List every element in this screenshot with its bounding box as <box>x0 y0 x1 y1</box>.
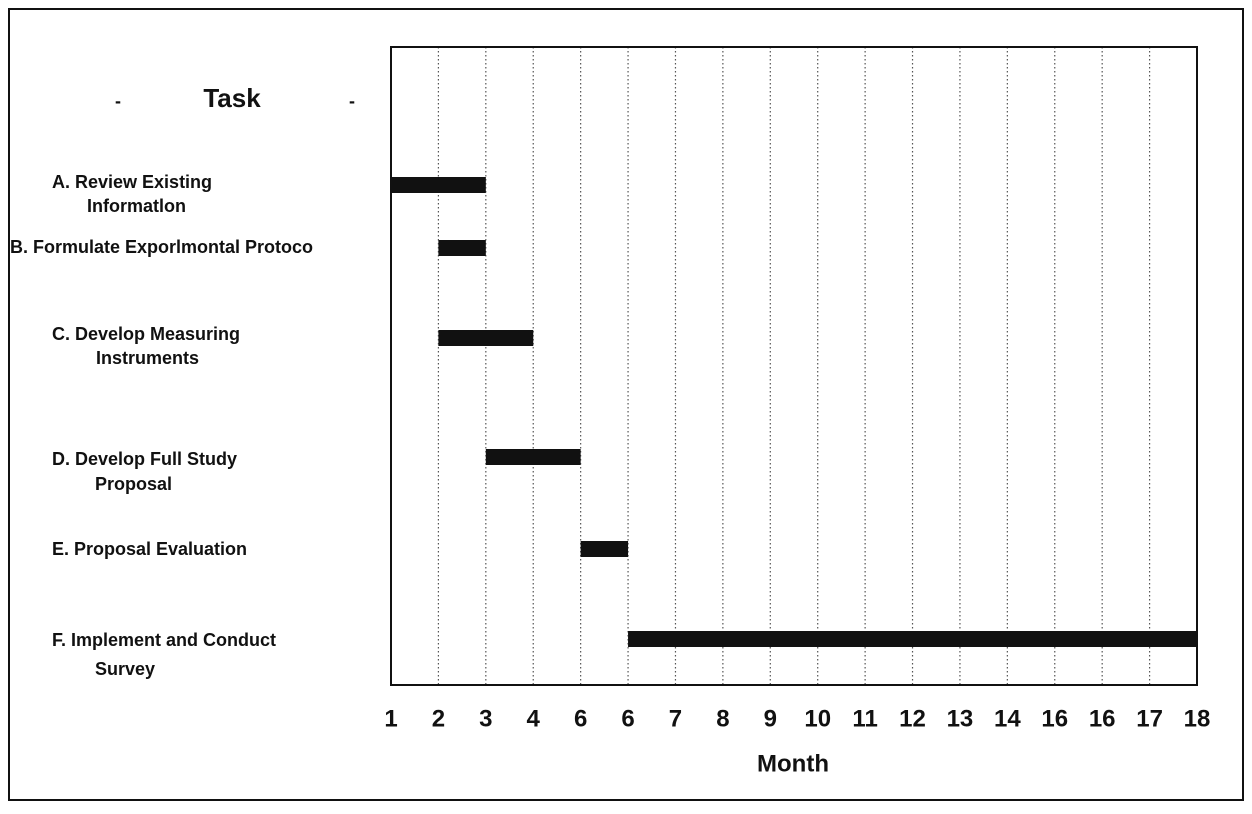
task-bar <box>580 541 629 557</box>
x-tick-label: 16 <box>1041 705 1068 732</box>
task-label: Survey <box>95 659 155 679</box>
x-tick-label: 1 <box>384 705 397 732</box>
task-bar <box>628 631 1197 647</box>
title-mark: - <box>115 91 121 111</box>
task-bar <box>438 330 534 346</box>
x-tick-label: 17 <box>1136 705 1163 732</box>
task-label: D. Develop Full Study <box>52 449 237 469</box>
x-tick-label: 16 <box>1089 705 1116 732</box>
task-label: B. Formulate Exporlmontal Protoco <box>10 237 313 257</box>
x-tick-label: 10 <box>804 705 831 732</box>
plot-frame <box>390 46 1198 686</box>
x-tick-label: 6 <box>574 705 587 732</box>
task-bar <box>438 240 486 256</box>
task-label: E. Proposal Evaluation <box>52 539 247 559</box>
x-tick-label: 18 <box>1184 705 1211 732</box>
title-mark: - <box>349 91 355 111</box>
x-tick-label: 7 <box>669 705 682 732</box>
x-tick-label: 9 <box>764 705 777 732</box>
task-label: Proposal <box>95 474 172 494</box>
x-tick-label: 8 <box>716 705 729 732</box>
x-tick-label: 3 <box>479 705 492 732</box>
x-tick-label: 14 <box>994 705 1021 732</box>
task-bar <box>485 449 581 465</box>
task-label: Informatlon <box>87 196 186 216</box>
task-label: C. Develop Measuring <box>52 324 240 344</box>
x-tick-label: 12 <box>899 705 926 732</box>
x-tick-label: 6 <box>621 705 634 732</box>
x-tick-label: 11 <box>852 705 877 732</box>
x-axis-label: Month <box>757 750 829 777</box>
chart-title: Task <box>203 83 261 113</box>
task-label: A. Review Existing <box>52 172 212 192</box>
x-tick-label: 4 <box>527 705 541 732</box>
x-tick-label: 2 <box>432 705 445 732</box>
x-tick-label: 13 <box>947 705 974 732</box>
task-label: Instruments <box>96 348 199 368</box>
task-label: F. Implement and Conduct <box>52 630 276 650</box>
task-bar <box>391 177 486 193</box>
page-border <box>8 8 1244 801</box>
